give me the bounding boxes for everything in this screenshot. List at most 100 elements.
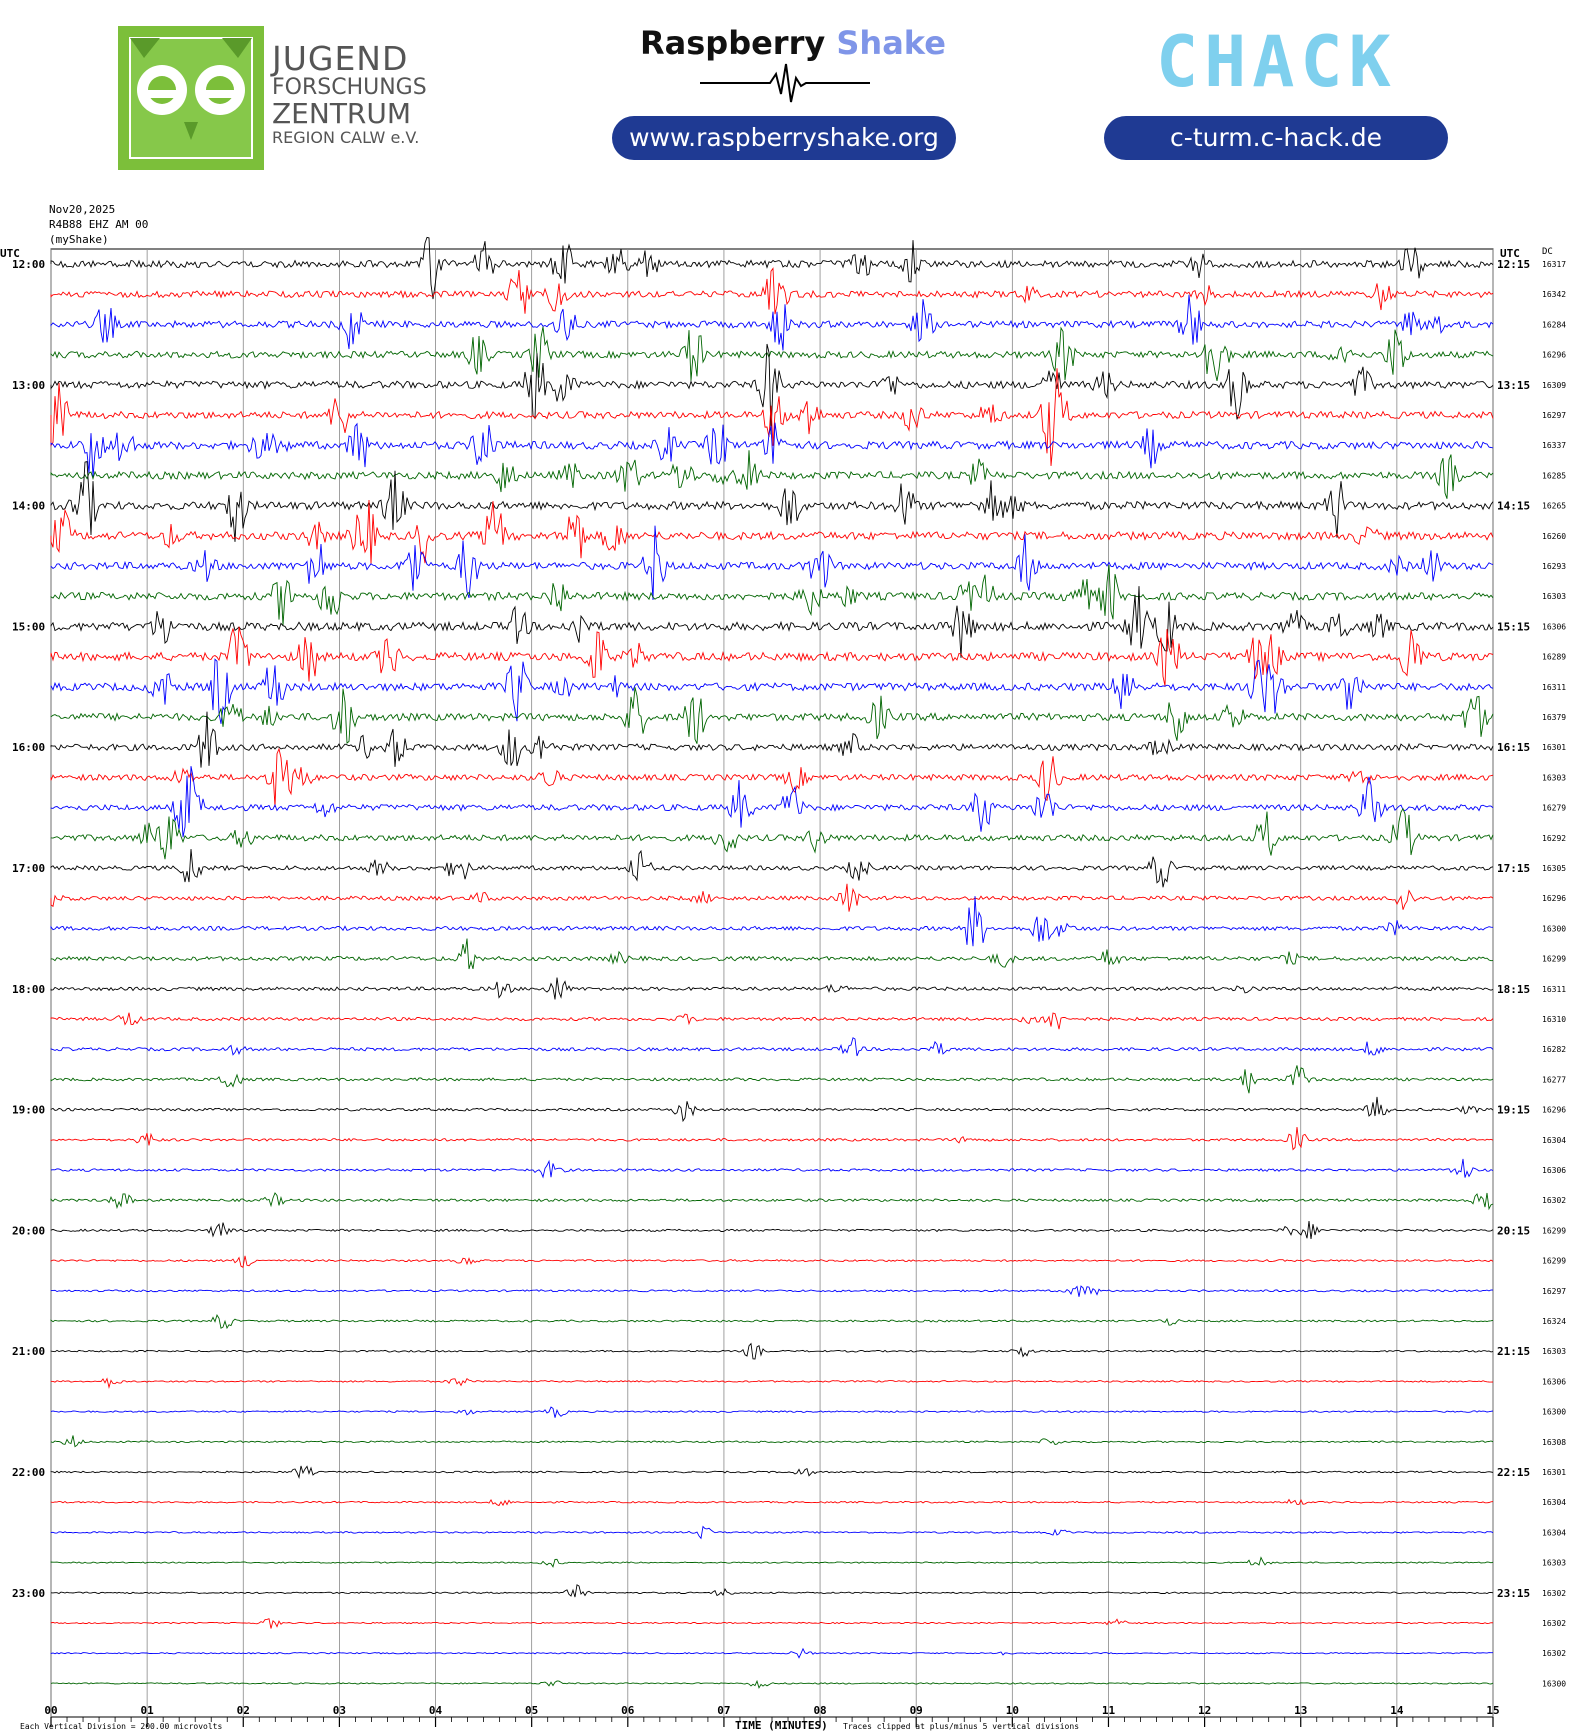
footer-left-note: Each Vertical Division = 200.00 microvol… (20, 1722, 222, 1731)
left-hour-label: 19:00 (12, 1104, 45, 1117)
trace-row (50, 766, 1494, 838)
dc-value-label: 16292 (1542, 834, 1566, 843)
trace-row (50, 1647, 1493, 1659)
dc-value-label: 16301 (1542, 1468, 1566, 1477)
trace-row (50, 626, 1494, 686)
left-hour-label: 13:00 (12, 379, 45, 392)
left-utc-label: UTC (0, 247, 20, 260)
raspberry-shake-logo: Raspberry Shake (640, 24, 946, 62)
right-hour-label: 12:15 (1497, 258, 1530, 271)
dc-value-label: 16299 (1542, 1226, 1566, 1235)
footer-right-note: Traces clipped at plus/minus 5 vertical … (843, 1722, 1079, 1731)
dc-value-label: 16296 (1542, 1106, 1566, 1115)
trace-row (50, 1037, 1494, 1057)
trace-row (50, 1584, 1494, 1598)
chack-logo: CHACK (1156, 30, 1391, 92)
dc-value-label: 16306 (1542, 1377, 1566, 1386)
dc-value-label: 16282 (1542, 1045, 1566, 1054)
trace-row (50, 1435, 1494, 1448)
trace-row (50, 1314, 1494, 1330)
trace-row (50, 687, 1494, 745)
dc-value-label: 16301 (1542, 743, 1566, 752)
dc-value-label: 16260 (1542, 532, 1566, 541)
trace-row (50, 658, 1494, 724)
dc-value-label: 16311 (1542, 985, 1566, 994)
trace-row (50, 807, 1494, 860)
dc-value-label: 16302 (1542, 1619, 1566, 1628)
info-line: (myShake) (49, 233, 109, 246)
left-hour-label: 15:00 (12, 620, 45, 633)
trace-row (50, 747, 1494, 807)
seismic-traces (50, 236, 1494, 1689)
x-tick-label: 11 (1102, 1704, 1116, 1717)
dc-value-label: 16302 (1542, 1196, 1566, 1205)
trace-row (50, 1377, 1494, 1389)
left-hour-label: 18:00 (12, 983, 45, 996)
x-tick-label: 09 (910, 1704, 923, 1717)
chart-labels: Nov20,2025 R4B88 EHZ AM 00 (myShake) UTC UTC… (0, 203, 1566, 1732)
trace-row (50, 1096, 1494, 1123)
dc-value-label: 16289 (1542, 653, 1566, 662)
dc-value-label: 16308 (1542, 1438, 1566, 1447)
x-tick-label: 01 (141, 1704, 155, 1717)
dc-value-label: 16324 (1542, 1317, 1566, 1326)
dc-value-label: 16299 (1542, 1257, 1566, 1266)
chack-url-link[interactable]: c-turm.c-hack.de (1104, 116, 1448, 160)
x-tick-label: 12 (1198, 1704, 1211, 1717)
x-tick-label: 10 (1006, 1704, 1019, 1717)
trace-row (50, 564, 1494, 626)
right-utc-label: UTC (1500, 247, 1520, 260)
trace-row (50, 1255, 1494, 1268)
trace-row (50, 422, 1494, 478)
left-hour-label: 22:00 (12, 1466, 45, 1479)
left-hour-label: 20:00 (12, 1224, 45, 1237)
trace-row (50, 368, 1494, 466)
trace-row (50, 883, 1494, 912)
trace-row (50, 1342, 1494, 1360)
jfz-wordmark: JUGEND FORSCHUNGS ZENTRUM REGION CALW e.… (272, 42, 427, 146)
dc-value-label: 16302 (1542, 1589, 1566, 1598)
trace-row (50, 1065, 1494, 1094)
dc-value-label: 16342 (1542, 290, 1566, 299)
dc-value-label: 16300 (1542, 1679, 1566, 1688)
trace-row (50, 294, 1494, 351)
dc-value-label: 16293 (1542, 562, 1566, 571)
x-tick-label: 05 (525, 1704, 538, 1717)
trace-row (50, 1618, 1494, 1629)
trace-row (50, 525, 1494, 601)
dc-value-label: 16302 (1542, 1649, 1566, 1658)
trace-row (50, 711, 1494, 768)
dc-value-label: 16337 (1542, 441, 1566, 450)
right-hour-label: 15:15 (1497, 620, 1530, 633)
dc-value-label: 16303 (1542, 1347, 1566, 1356)
rs-brand-a: Raspberry (640, 24, 826, 62)
x-tick-label: 04 (429, 1704, 443, 1717)
trace-row (50, 938, 1494, 970)
x-tick-label: 13 (1294, 1704, 1307, 1717)
dc-label: DC (1542, 247, 1553, 257)
raspberryshake-url-link[interactable]: www.raspberryshake.org (612, 116, 956, 160)
left-hour-label: 21:00 (12, 1345, 45, 1358)
dc-value-label: 16311 (1542, 683, 1566, 692)
right-hour-label: 17:15 (1497, 862, 1530, 875)
left-hour-label: 16:00 (12, 741, 45, 754)
dc-value-label: 16317 (1542, 260, 1566, 269)
dc-value-label: 16306 (1542, 622, 1566, 631)
right-hour-label: 13:15 (1497, 379, 1530, 392)
dc-value-label: 16265 (1542, 502, 1566, 511)
dc-value-label: 16296 (1542, 894, 1566, 903)
dc-value-label: 16309 (1542, 381, 1566, 390)
trace-row (50, 1126, 1494, 1151)
x-tick-label: 06 (621, 1704, 635, 1717)
plot-frame (50, 248, 1494, 1718)
jfz-line3: ZENTRUM (272, 97, 412, 130)
trace-row (50, 499, 1494, 565)
seismo-wave-icon (700, 63, 870, 103)
dc-value-label: 16296 (1542, 351, 1566, 360)
dc-value-label: 16300 (1542, 1408, 1566, 1417)
trace-row (50, 977, 1494, 1000)
dc-value-label: 16303 (1542, 773, 1566, 782)
dc-value-label: 16299 (1542, 955, 1566, 964)
dc-value-label: 16379 (1542, 713, 1566, 722)
